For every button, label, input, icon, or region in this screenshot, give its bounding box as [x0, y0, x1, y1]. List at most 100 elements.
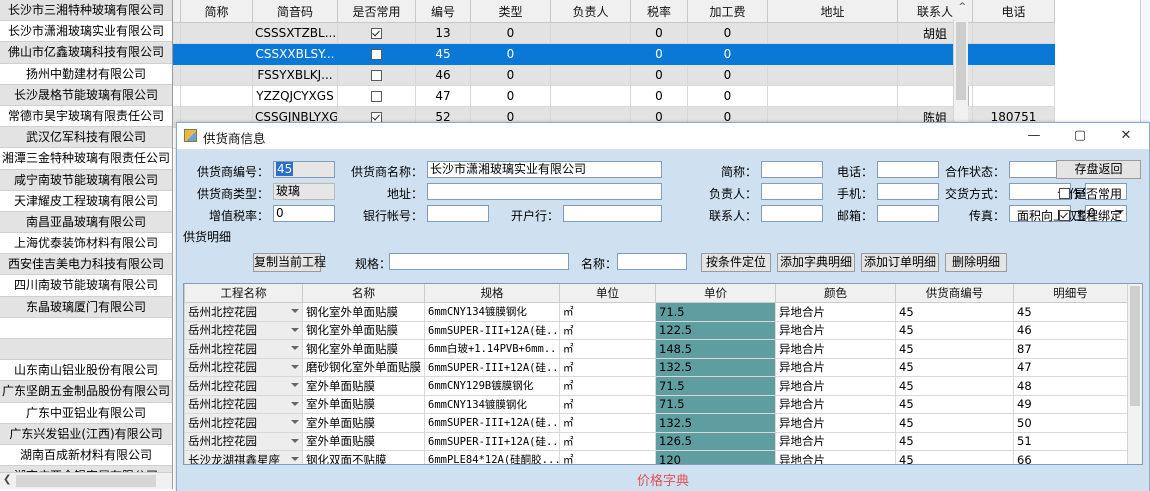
- list-item[interactable]: 湖南百成新材料有限公司: [0, 445, 172, 467]
- list-item[interactable]: 天津耀皮工程玻璃有限公司: [0, 191, 172, 212]
- checkbox-box[interactable]: [1059, 188, 1070, 199]
- cell-供货商编号[interactable]: 45: [895, 321, 1014, 340]
- cell-明细号[interactable]: 87: [1013, 339, 1128, 359]
- cell-规格[interactable]: 6mmSUPER-III+12A(硅...: [424, 432, 560, 451]
- name-input[interactable]: [617, 253, 687, 270]
- chevron-down-icon[interactable]: [291, 364, 299, 369]
- cell-单价[interactable]: 71.5: [655, 302, 776, 322]
- chevron-down-icon[interactable]: [291, 309, 299, 313]
- cell-工程名称[interactable]: 岳州北控花园: [184, 321, 303, 340]
- cell-工程名称[interactable]: 岳州北控花园: [184, 376, 303, 396]
- cell-名称[interactable]: 钢化室外单面贴膜: [302, 321, 425, 340]
- cell-单位[interactable]: ㎡: [559, 450, 656, 464]
- cell-颜色[interactable]: 异地合片: [775, 395, 896, 414]
- vat-rate-input[interactable]: 0: [273, 205, 335, 222]
- cell-工程名称[interactable]: 岳州北控花园: [184, 302, 303, 322]
- col-principal[interactable]: 负责人: [550, 0, 631, 23]
- col-pinyin[interactable]: 简音码: [252, 0, 338, 23]
- cell-名称[interactable]: 钢化室外单面贴膜: [302, 302, 425, 322]
- area-round-select[interactable]: 0: [1085, 205, 1127, 222]
- dcol-supplier-code[interactable]: 供货商编号: [895, 284, 1014, 303]
- dcol-unit[interactable]: 单位: [559, 284, 656, 303]
- dialog-title-bar[interactable]: 供货商信息 — ▢ ✕: [177, 123, 1149, 150]
- list-item[interactable]: 咸宁南玻节能玻璃有限公司: [0, 169, 172, 191]
- cell-明细号[interactable]: 46: [1013, 321, 1128, 340]
- col-process-fee[interactable]: 加工费: [687, 0, 768, 23]
- list-item[interactable]: 扬州中勤建材有限公司: [0, 64, 172, 85]
- cell-单价[interactable]: 132.5: [655, 358, 776, 377]
- cell-供货商编号[interactable]: 45: [895, 339, 1014, 359]
- cell-单位[interactable]: ㎡: [559, 413, 656, 433]
- list-item[interactable]: 东晶玻璃厦门有限公司: [0, 296, 172, 318]
- cell-单价[interactable]: 148.5: [655, 339, 776, 359]
- locate-by-condition-button[interactable]: 按条件定位: [701, 253, 771, 272]
- scrollbar-thumb[interactable]: [956, 22, 966, 100]
- list-item[interactable]: [0, 339, 172, 361]
- cell-单位[interactable]: ㎡: [559, 395, 656, 414]
- close-button[interactable]: ✕: [1120, 128, 1132, 143]
- table-row[interactable]: 岳州北控花园 钢化室外单面贴膜 6mmSUPER-III+12A(硅... ㎡ 122.…: [184, 321, 1128, 340]
- cell-名称[interactable]: 室外单面贴膜: [302, 395, 425, 414]
- list-item[interactable]: 武汉亿军科技有限公司: [0, 127, 172, 149]
- cell-规格[interactable]: 6mmSUPER-III+12A(硅...: [424, 358, 560, 377]
- cell-单位[interactable]: ㎡: [559, 321, 656, 340]
- fax-input[interactable]: [1009, 205, 1071, 222]
- project-bind-checkbox[interactable]: 工程绑定: [1059, 207, 1122, 224]
- table-row[interactable]: 岳州北控花园 室外单面贴膜 6mmSUPER-III+12A(硅... ㎡ 126.5 异…: [184, 432, 1128, 451]
- dcol-detail-no[interactable]: 明细号: [1013, 284, 1128, 303]
- cell-工程名称[interactable]: 长沙龙湖祺鑫星座: [184, 450, 303, 464]
- copy-current-project-button[interactable]: 复制当前工程: [253, 253, 326, 272]
- checkbox-unchecked-icon[interactable]: [371, 49, 382, 60]
- supplier-sidebar[interactable]: 长沙市三湘特种玻璃有限公司 长沙市潇湘玻璃实业有限公司 佛山市亿鑫玻璃科技有限公司扬…: [0, 0, 173, 489]
- col-shortname[interactable]: 简称: [180, 0, 253, 23]
- cell-颜色[interactable]: 异地合片: [775, 450, 896, 464]
- cell-颜色[interactable]: 异地合片: [775, 358, 896, 377]
- cell-工程名称[interactable]: 岳州北控花园: [184, 358, 303, 377]
- checkbox-box-checked[interactable]: [1059, 210, 1070, 221]
- cell-规格[interactable]: 6mmCNY134镀膜钢化: [424, 395, 560, 414]
- chevron-down-icon[interactable]: [291, 457, 299, 461]
- cell-名称[interactable]: 室外单面贴膜: [302, 413, 425, 433]
- cell-规格[interactable]: 6mmCNY129B镀膜钢化: [424, 376, 560, 396]
- table-row[interactable]: 岳州北控花园 钢化室外单面贴膜 6mm白玻+1.14PVB+6mm... ㎡ 148.5…: [184, 339, 1128, 359]
- cell-明细号[interactable]: 45: [1013, 302, 1128, 322]
- cell-名称[interactable]: 钢化室外单面贴膜: [302, 339, 425, 359]
- table-row[interactable]: 岳州北控花园 室外单面贴膜 6mmSUPER-III+12A(硅... ㎡ 132.5 异…: [184, 413, 1128, 433]
- delivery-input[interactable]: [1009, 183, 1071, 200]
- checkbox-unchecked-icon[interactable]: [371, 70, 382, 81]
- cell-供货商编号[interactable]: 45: [895, 302, 1014, 322]
- list-item[interactable]: 山东南山铝业股份有限公司: [0, 360, 172, 382]
- dcol-project[interactable]: 工程名称: [184, 284, 303, 303]
- cell-明细号[interactable]: 47: [1013, 358, 1128, 377]
- list-item[interactable]: 长沙市三湘特种玻璃有限公司: [0, 0, 172, 22]
- chevron-down-icon[interactable]: [291, 383, 299, 387]
- supplier-grid-scrollbar[interactable]: [953, 20, 968, 124]
- col-contact[interactable]: 联系人: [897, 0, 973, 23]
- col-is-common[interactable]: 是否常用: [337, 0, 416, 23]
- cell-规格[interactable]: 6mmCNY134镀膜钢化: [424, 302, 560, 322]
- cell-颜色[interactable]: 异地合片: [775, 432, 896, 451]
- cell-颜色[interactable]: 异地合片: [775, 321, 896, 340]
- cell-颜色[interactable]: 异地合片: [775, 376, 896, 396]
- cell-单位[interactable]: ㎡: [559, 358, 656, 377]
- delete-detail-button[interactable]: 删除明细: [945, 253, 1007, 272]
- email-input[interactable]: [877, 205, 939, 222]
- cell-单位[interactable]: ㎡: [559, 432, 656, 451]
- cell-供货商编号[interactable]: 45: [895, 358, 1014, 377]
- supply-detail-grid[interactable]: 工程名称 名称 规格 单位 单价 颜色 供货商编号 明细号 岳州北控花园 钢化室外…: [183, 283, 1143, 465]
- list-item[interactable]: 长沙晟格节能玻璃有限公司: [0, 84, 172, 106]
- col-number[interactable]: 编号: [415, 0, 471, 23]
- dcol-spec[interactable]: 规格: [424, 284, 560, 303]
- chevron-left-icon[interactable]: ❮: [3, 474, 12, 485]
- list-item[interactable]: 四川南玻节能玻璃有限公司: [0, 275, 172, 297]
- cell-规格[interactable]: 6mmPLE84*12A(硅酮胶...: [424, 450, 560, 464]
- address-input[interactable]: [427, 183, 662, 200]
- supplier-sidebar-list[interactable]: 长沙市三湘特种玻璃有限公司 长沙市潇湘玻璃实业有限公司 佛山市亿鑫玻璃科技有限公司扬…: [0, 0, 172, 473]
- chevron-down-icon[interactable]: [291, 327, 299, 332]
- col-address[interactable]: 地址: [767, 0, 898, 23]
- col-tax-rate[interactable]: 税率: [630, 0, 688, 23]
- cell-颜色[interactable]: 异地合片: [775, 339, 896, 359]
- cell-供货商编号[interactable]: 45: [895, 395, 1014, 414]
